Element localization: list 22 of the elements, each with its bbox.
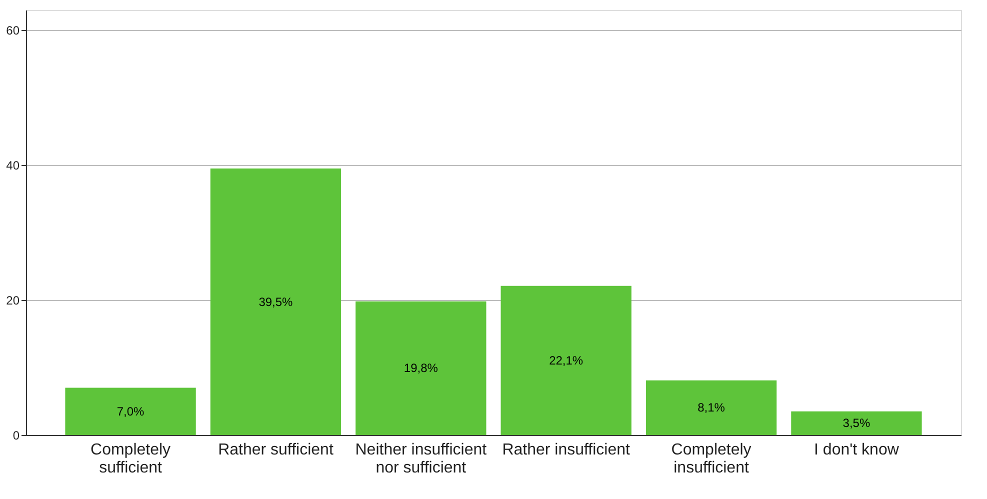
data-label: 19,8% <box>404 361 438 376</box>
y-tick-label: 0 <box>12 428 20 442</box>
x-tick-label: I don't know <box>814 442 900 458</box>
data-label: 7,0% <box>116 404 145 418</box>
data-label: 8,1% <box>698 400 726 415</box>
x-tick-label: Completely insufficient <box>671 442 752 476</box>
bar <box>646 380 777 435</box>
bar <box>500 286 632 435</box>
bar <box>210 168 342 435</box>
x-tick-label: Rather insufficient <box>502 442 631 458</box>
bar <box>65 388 196 435</box>
data-label: 39,5% <box>258 294 294 309</box>
data-label: 22,1% <box>549 353 584 368</box>
y-tick-label: 20 <box>6 294 20 308</box>
x-tick-label: Rather sufficient <box>218 442 334 458</box>
y-tick-label: 60 <box>6 24 20 38</box>
bar <box>356 301 486 435</box>
bar <box>791 411 922 435</box>
x-tick-label: Neither insufficient nor sufficient <box>355 442 488 476</box>
y-tick-label: 40 <box>6 158 20 173</box>
x-tick-label: Completely sufficient <box>90 442 171 476</box>
data-label: 3,5% <box>842 416 870 430</box>
